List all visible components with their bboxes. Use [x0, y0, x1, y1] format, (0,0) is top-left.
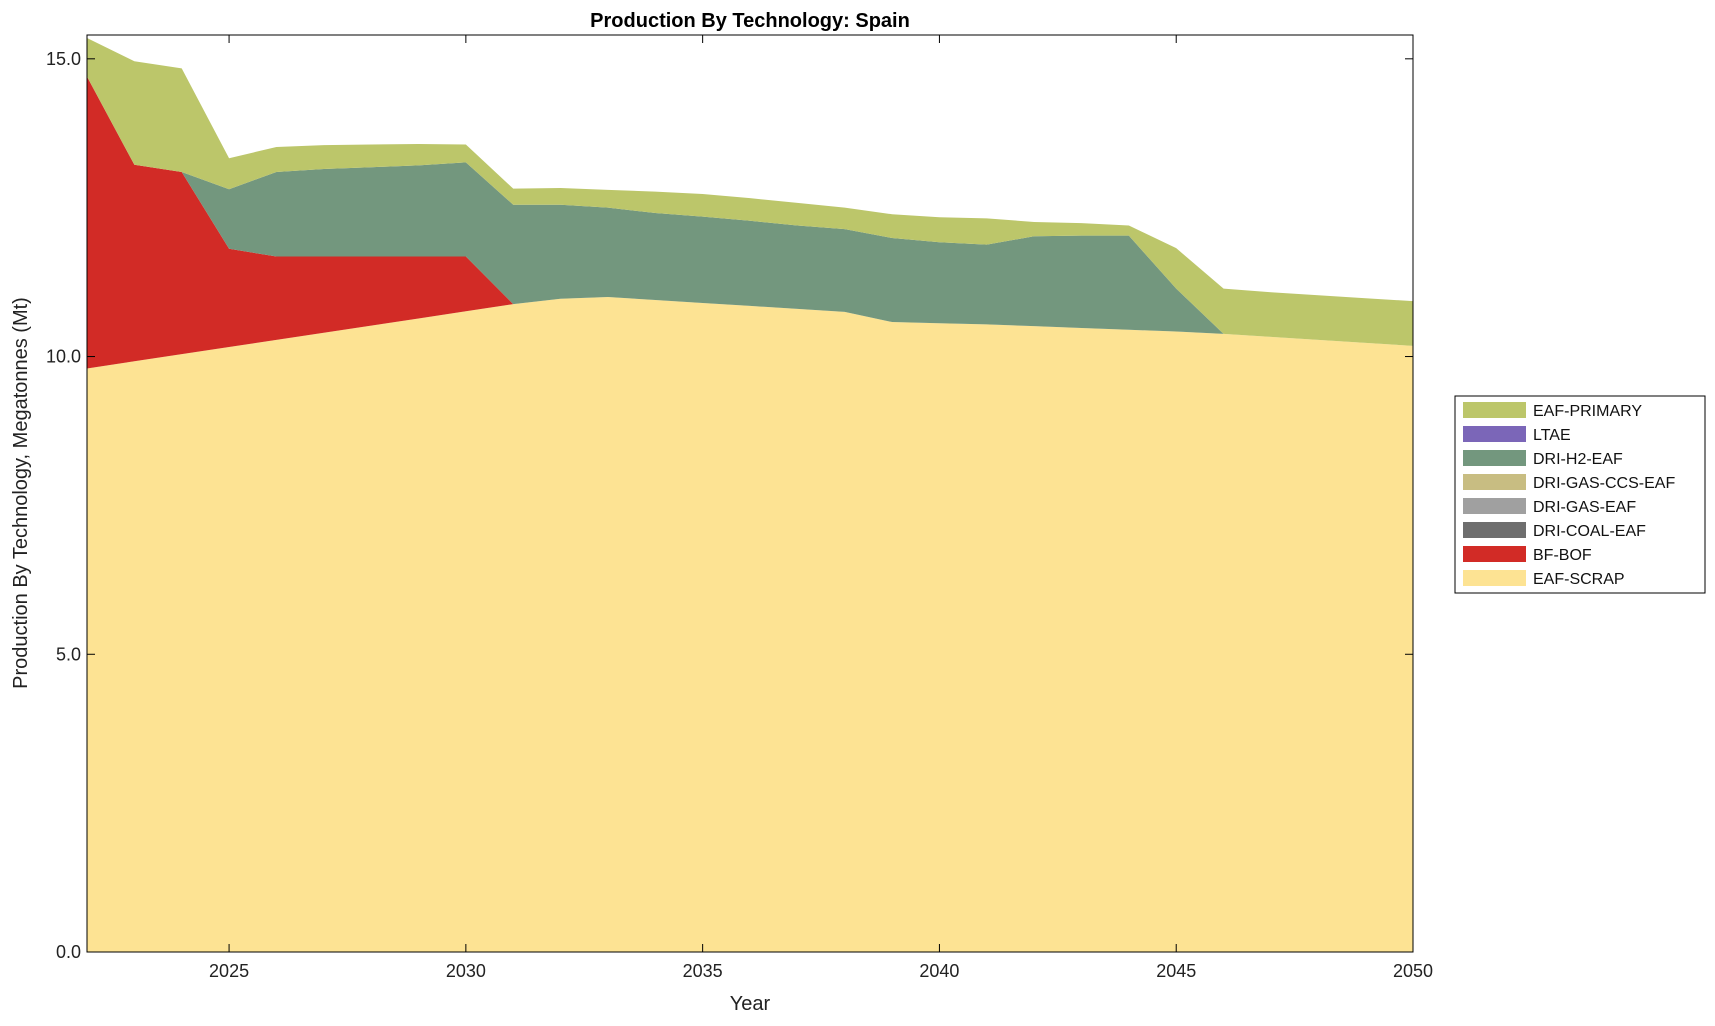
- legend-swatch-dri-coal-eaf: [1463, 522, 1526, 538]
- plot-frame: [86, 34, 1414, 953]
- chart-title: Production By Technology: Spain: [590, 10, 910, 32]
- legend-label-dri-h2-eaf: DRI-H2-EAF: [1533, 451, 1623, 468]
- legend-label-eaf-primary: EAF-PRIMARY: [1533, 403, 1642, 420]
- area-series-eaf-primary: [87, 37, 1413, 346]
- x-tick-label: 2040: [919, 961, 959, 981]
- x-tick-label: 2045: [1156, 961, 1196, 981]
- y-axis-label: Production By Technology, Megatonnes (Mt…: [10, 297, 32, 689]
- y-axis-ticks: 0.0 5.0 10.0 15.0: [46, 49, 1413, 962]
- legend-label-dri-gas-eaf: DRI-GAS-EAF: [1533, 499, 1636, 516]
- x-axis-label: Year: [730, 993, 771, 1015]
- y-tick-label: 15.0: [46, 49, 81, 69]
- x-tick-label: 2030: [446, 961, 486, 981]
- legend-label-ltae: LTAE: [1533, 427, 1571, 444]
- legend-swatch-dri-gas-ccs-eaf: [1463, 474, 1526, 490]
- legend-swatch-ltae: [1463, 426, 1526, 442]
- area-series-bf-bof: [87, 76, 1413, 369]
- legend-swatch-eaf-scrap: [1463, 570, 1526, 586]
- legend-swatch-bf-bof: [1463, 546, 1526, 562]
- area-series-dri-h2-eaf: [87, 76, 1413, 346]
- y-tick-label: 10.0: [46, 347, 81, 367]
- legend-label-bf-bof: BF-BOF: [1533, 547, 1592, 564]
- x-tick-label: 2050: [1393, 961, 1433, 981]
- y-tick-label: 5.0: [56, 644, 81, 664]
- area-series-group: [87, 37, 1413, 952]
- y-tick-label: 0.0: [56, 942, 81, 962]
- legend: EAF-PRIMARY LTAE DRI-H2-EAF DRI-GAS-CCS-EAF…: [1454, 395, 1706, 594]
- legend-swatch-dri-h2-eaf: [1463, 450, 1526, 466]
- area-series-eaf-scrap: [87, 297, 1413, 952]
- legend-label-eaf-scrap: EAF-SCRAP: [1533, 571, 1625, 588]
- legend-swatch-dri-gas-eaf: [1463, 498, 1526, 514]
- x-axis-ticks: 2025 2030 2035 2040 2045 2050: [209, 35, 1433, 981]
- legend-label-dri-gas-ccs-eaf: DRI-GAS-CCS-EAF: [1533, 475, 1675, 492]
- x-tick-label: 2025: [209, 961, 249, 981]
- x-tick-label: 2035: [683, 961, 723, 981]
- legend-swatch-eaf-primary: [1463, 402, 1526, 418]
- legend-label-dri-coal-eaf: DRI-COAL-EAF: [1533, 523, 1646, 540]
